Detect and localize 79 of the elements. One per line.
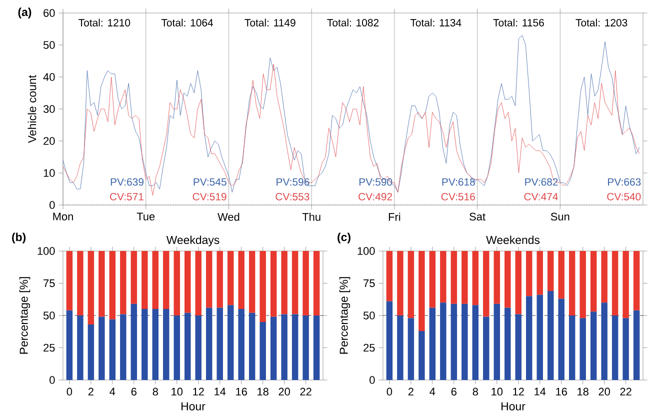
x-tick-label: 22 bbox=[300, 388, 312, 396]
x-tick-label: 2 bbox=[408, 388, 414, 396]
x-tick-label: 14 bbox=[214, 388, 226, 396]
text: (b) bbox=[12, 232, 26, 244]
annotation: PV:618 bbox=[442, 178, 475, 186]
annotation: Total: 1082 bbox=[327, 18, 379, 26]
x-axis-title: Hour bbox=[502, 402, 526, 410]
chart-title: Weekdays bbox=[166, 236, 220, 246]
x-tick-label: 18 bbox=[578, 388, 588, 396]
x-tick-label: Wed bbox=[218, 212, 240, 221]
x-tick-label: Sat bbox=[470, 212, 486, 221]
annotation: CV:519 bbox=[192, 192, 226, 200]
annotation: Total: 1134 bbox=[410, 18, 462, 26]
y-tick-label: 50 bbox=[43, 41, 55, 49]
text: (c) bbox=[338, 232, 350, 244]
x-tick-label: 8 bbox=[472, 388, 478, 396]
x-tick-label: Mon bbox=[53, 212, 73, 220]
annotation: Total: 1156 bbox=[493, 18, 544, 26]
annotation: CV:474 bbox=[524, 192, 558, 200]
x-tick-label: 22 bbox=[620, 388, 632, 396]
y-tick-label: 0 bbox=[50, 376, 55, 384]
annotation: Total: 1064 bbox=[161, 18, 214, 26]
y-tick-label: 75 bbox=[364, 279, 375, 288]
annotation: PV:639 bbox=[110, 178, 144, 186]
chart-title: Weekends bbox=[486, 236, 540, 244]
annotation: Total: 1210 bbox=[78, 18, 130, 26]
x-tick-label: 10 bbox=[492, 388, 503, 396]
y-tick-label: 0 bbox=[50, 201, 55, 209]
x-tick-label: 0 bbox=[386, 388, 392, 396]
x-tick-label: Thu bbox=[302, 212, 320, 221]
y-tick-label: 100 bbox=[38, 247, 55, 255]
x-tick-label: 20 bbox=[598, 388, 610, 396]
annotation: PV:545 bbox=[194, 178, 226, 186]
y-tick-label: 50 bbox=[43, 312, 55, 320]
y-tick-label: 40 bbox=[43, 73, 55, 81]
annotation: CV:540 bbox=[607, 192, 641, 200]
x-tick-label: 12 bbox=[513, 388, 524, 396]
annotation: CV:492 bbox=[358, 192, 392, 200]
x-tick-label: 8 bbox=[152, 388, 158, 396]
x-tick-label: 18 bbox=[258, 388, 268, 396]
annotation: CV:516 bbox=[441, 192, 475, 200]
annotation: PV:590 bbox=[359, 178, 392, 186]
x-tick-label: 10 bbox=[172, 388, 183, 396]
y-tick-label: 100 bbox=[358, 247, 375, 255]
x-tick-label: 16 bbox=[236, 388, 247, 396]
x-tick-label: 14 bbox=[534, 388, 546, 396]
x-tick-label: Sun bbox=[550, 212, 570, 221]
y-tick-label: 30 bbox=[43, 105, 55, 113]
annotation: Total: 1203 bbox=[576, 18, 628, 26]
y-tick-label: 0 bbox=[370, 376, 375, 384]
annotation: PV:596 bbox=[276, 178, 310, 186]
y-tick-label: 60 bbox=[44, 9, 55, 17]
annotation: CV:571 bbox=[110, 192, 144, 200]
x-tick-label: 4 bbox=[430, 388, 436, 396]
x-tick-label: 6 bbox=[131, 388, 136, 396]
x-tick-label: 20 bbox=[278, 388, 290, 396]
x-tick-label: Tue bbox=[136, 212, 155, 220]
x-tick-label: 4 bbox=[110, 388, 116, 396]
x-axis-title: Hour bbox=[182, 402, 206, 410]
y-axis-title: Vehicle count bbox=[28, 75, 36, 144]
annotation: PV:663 bbox=[608, 178, 641, 186]
y-axis-title: Percentage [%] bbox=[19, 277, 30, 354]
y-tick-label: 20 bbox=[44, 137, 55, 145]
text: (a) bbox=[18, 8, 32, 18]
x-tick-label: 0 bbox=[66, 388, 72, 396]
annotation: PV:682 bbox=[525, 178, 558, 186]
x-tick-label: 16 bbox=[556, 388, 567, 396]
y-axis-title: Percentage [%] bbox=[339, 277, 350, 354]
y-tick-label: 75 bbox=[44, 279, 55, 288]
y-tick-label: 50 bbox=[363, 312, 375, 320]
annotation: Total: 1149 bbox=[244, 18, 296, 26]
y-tick-label: 25 bbox=[364, 344, 375, 352]
annotation: CV:553 bbox=[276, 192, 310, 200]
x-tick-label: Fri bbox=[388, 212, 400, 221]
x-tick-label: 12 bbox=[193, 388, 204, 396]
y-tick-label: 10 bbox=[44, 169, 55, 177]
x-tick-label: 2 bbox=[88, 388, 94, 396]
x-tick-label: 6 bbox=[451, 388, 456, 396]
y-tick-label: 25 bbox=[44, 344, 55, 352]
